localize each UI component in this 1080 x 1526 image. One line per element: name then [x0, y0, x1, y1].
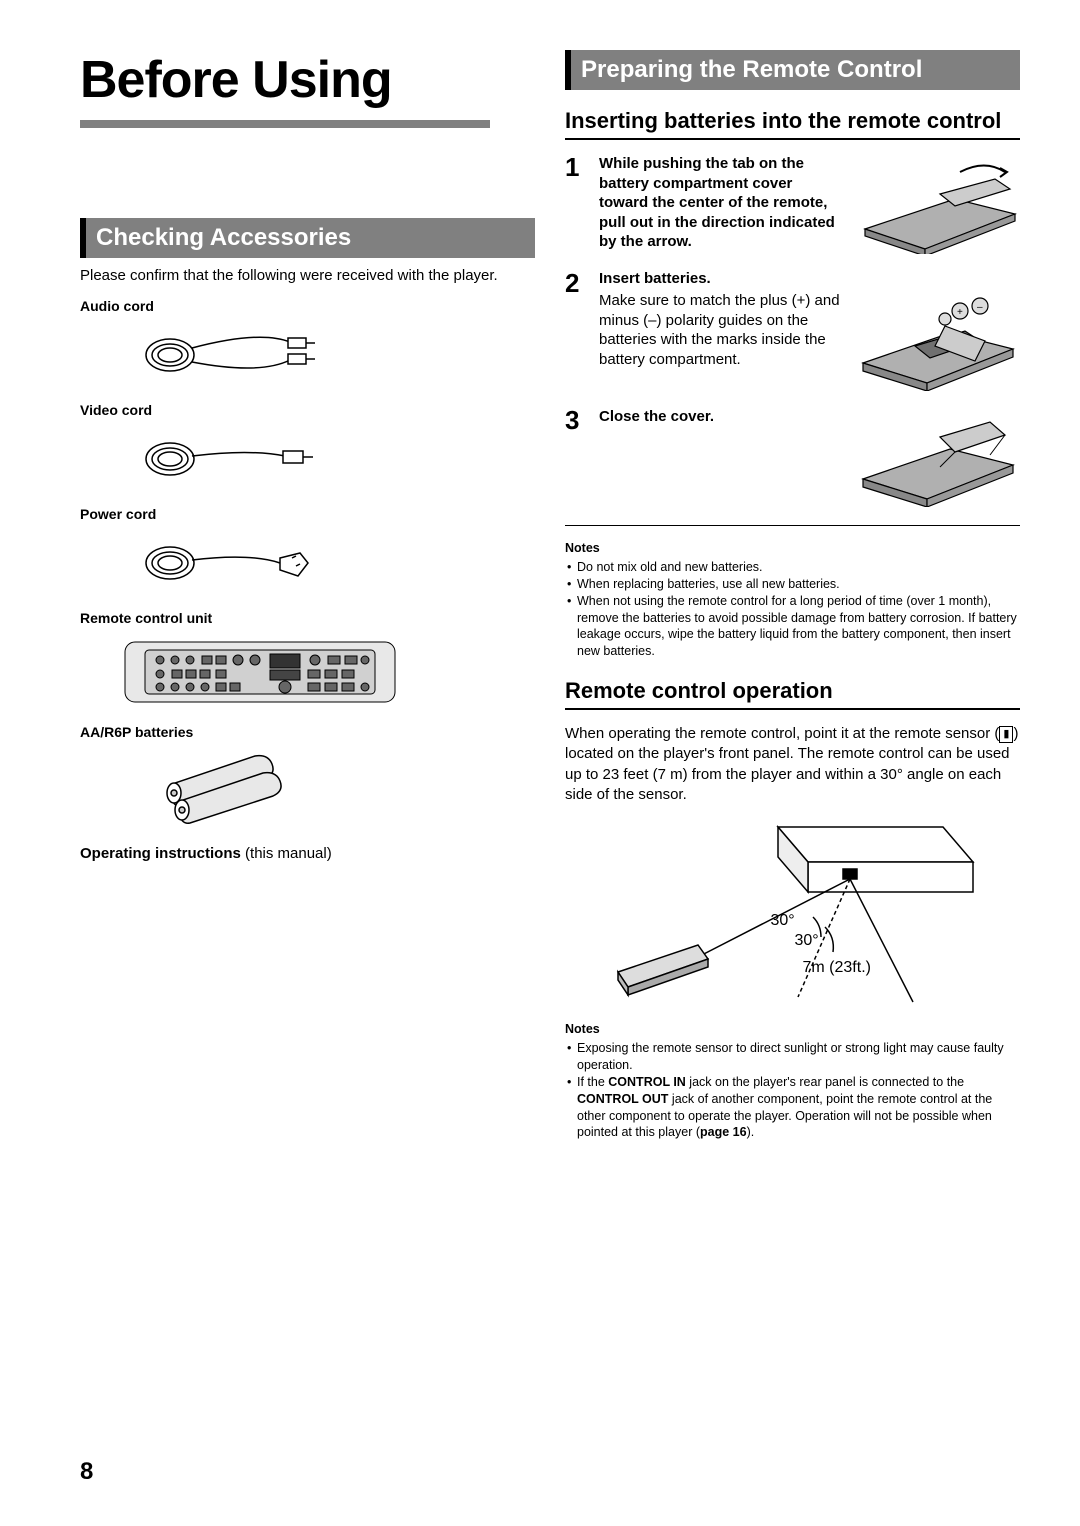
op-text-part1: When operating the remote control, point… [565, 725, 999, 742]
divider [565, 708, 1020, 710]
note-item: When not using the remote control for a … [565, 593, 1020, 661]
operating-instructions-suffix: (this manual) [241, 845, 332, 862]
section-header-accessories: Checking Accessories [80, 218, 535, 258]
notes-title: Notes [565, 1021, 1020, 1038]
operating-instructions-label: Operating instructions [80, 845, 241, 862]
section-header-remote: Preparing the Remote Control [565, 50, 1020, 90]
angle-label-1: 30° [771, 912, 795, 930]
left-column: Before Using Checking Accessories Please… [80, 50, 535, 1141]
step-2-illustration: + – [855, 291, 1020, 391]
power-cord-illustration [140, 528, 320, 598]
notes-operation: Notes Exposing the remote sensor to dire… [565, 1021, 1020, 1141]
page-title: Before Using [80, 50, 535, 110]
step-2-number: 2 [565, 270, 587, 391]
accessory-label-video: Video cord [80, 402, 535, 418]
step-2-bold: Insert batteries. [599, 270, 1020, 287]
accessory-label-batteries: AA/R6P batteries [80, 724, 535, 740]
note-item: Exposing the remote sensor to direct sun… [565, 1040, 1020, 1074]
audio-cord-illustration [140, 320, 320, 390]
svg-text:–: – [977, 302, 983, 313]
page-number: 8 [80, 1458, 93, 1486]
step-3-bold: Close the cover. [599, 408, 714, 425]
angle-label-2: 30° [795, 932, 819, 950]
notes-battery: Notes Do not mix old and new batteries. … [565, 540, 1020, 660]
remote-operation-text: When operating the remote control, point… [565, 724, 1020, 805]
right-column: Preparing the Remote Control Inserting b… [565, 50, 1020, 1141]
accessory-label-audio: Audio cord [80, 298, 535, 314]
accessory-label-power: Power cord [80, 506, 535, 522]
svg-text:+: + [957, 307, 963, 318]
sensor-icon: ▮ [999, 726, 1013, 743]
step-1-text: While pushing the tab on the battery com… [599, 155, 835, 250]
accessories-intro: Please confirm that the following were r… [80, 266, 535, 286]
distance-label: 7m (23ft.) [803, 959, 871, 977]
step-2: 2 Insert batteries. Make sure to match t… [565, 270, 1020, 391]
batteries-illustration [150, 746, 290, 831]
remote-illustration [120, 632, 400, 712]
accessory-label-remote: Remote control unit [80, 610, 535, 626]
remote-operation-diagram: 30° 30° 7m (23ft.) [603, 817, 983, 1007]
title-underline [80, 120, 490, 128]
notes-title: Notes [565, 540, 1020, 557]
subsection-remote-operation: Remote control operation [565, 678, 1020, 704]
subsection-insert-batteries: Inserting batteries into the remote cont… [565, 108, 1020, 134]
step-3-number: 3 [565, 407, 587, 507]
step-1: 1 While pushing the tab on the battery c… [565, 154, 1020, 254]
note-item: When replacing batteries, use all new ba… [565, 576, 1020, 593]
operating-instructions-line: Operating instructions (this manual) [80, 845, 535, 862]
video-cord-illustration [140, 424, 320, 494]
step-1-illustration [855, 154, 1020, 254]
step-3: 3 Close the cover. [565, 407, 1020, 507]
divider [565, 138, 1020, 140]
step-1-number: 1 [565, 154, 587, 254]
note-item: Do not mix old and new batteries. [565, 559, 1020, 576]
note-item: If the CONTROL IN jack on the player's r… [565, 1074, 1020, 1142]
step-3-illustration [855, 407, 1020, 507]
divider [565, 525, 1020, 526]
step-2-body: Make sure to match the plus (+) and minu… [599, 291, 843, 369]
